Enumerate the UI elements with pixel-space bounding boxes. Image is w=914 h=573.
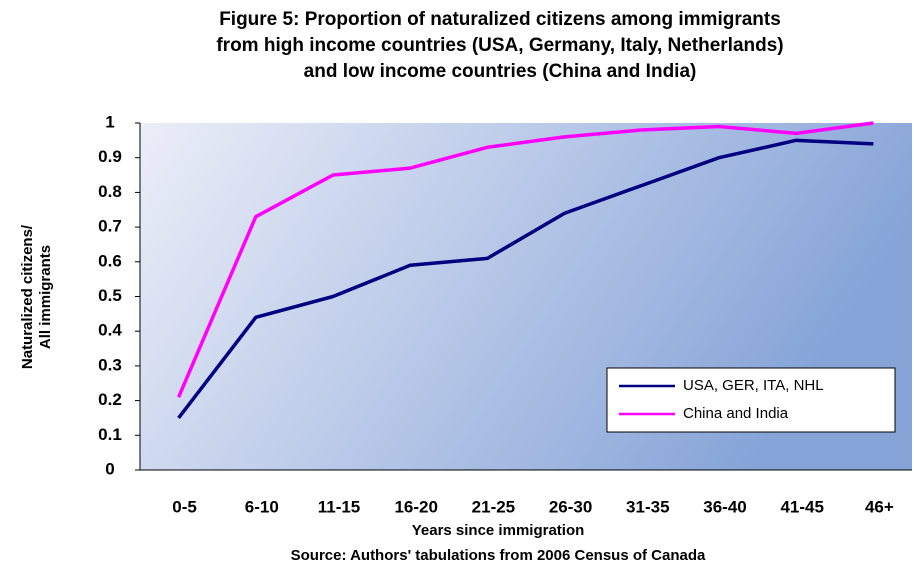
y-tick-label: 0.7 — [98, 217, 122, 236]
y-tick-label: 0.4 — [98, 321, 122, 340]
chart-title: and low income countries (China and Indi… — [304, 61, 697, 82]
x-tick-label: 11-15 — [318, 497, 361, 516]
x-tick-label: 41-45 — [780, 497, 823, 516]
y-tick-label: 0.8 — [98, 182, 122, 201]
y-axis-label: Naturalized citizens/ — [19, 224, 36, 369]
legend-label: USA, GER, ITA, NHL — [683, 377, 824, 394]
chart-title: from high income countries (USA, Germany… — [216, 35, 783, 56]
series-line — [176, 121, 874, 398]
y-tick-label: 0.6 — [98, 251, 122, 270]
x-tick-label: 26-30 — [549, 497, 592, 516]
series-line — [177, 138, 874, 420]
source-note: Source: Authors' tabulations from 2006 C… — [291, 547, 706, 564]
x-tick-label: 21-25 — [472, 497, 515, 516]
y-axis-label: All immigrants — [37, 245, 54, 349]
legend-box — [606, 367, 896, 433]
x-tick-label: 36-40 — [703, 497, 746, 516]
y-tick-label: 0.5 — [98, 286, 122, 305]
y-tick-label: 0.9 — [98, 147, 122, 166]
x-tick-label: 6-10 — [245, 497, 279, 516]
x-tick-label: 0-5 — [172, 497, 197, 516]
x-tick-label: 31-35 — [626, 497, 669, 516]
y-tick-label: 0.3 — [98, 355, 122, 374]
y-tick-label: 0.1 — [98, 425, 122, 444]
y-tick-label: 0.2 — [98, 390, 122, 409]
x-tick-label: 16-20 — [394, 497, 437, 516]
legend-label: China and India — [683, 405, 789, 422]
y-tick-label: 0 — [105, 459, 114, 478]
x-tick-label: 46+ — [865, 497, 894, 516]
y-tick-label: 1 — [105, 112, 114, 131]
x-axis-label: Years since immigration — [412, 522, 585, 539]
chart-title: Figure 5: Proportion of naturalized citi… — [219, 9, 781, 30]
